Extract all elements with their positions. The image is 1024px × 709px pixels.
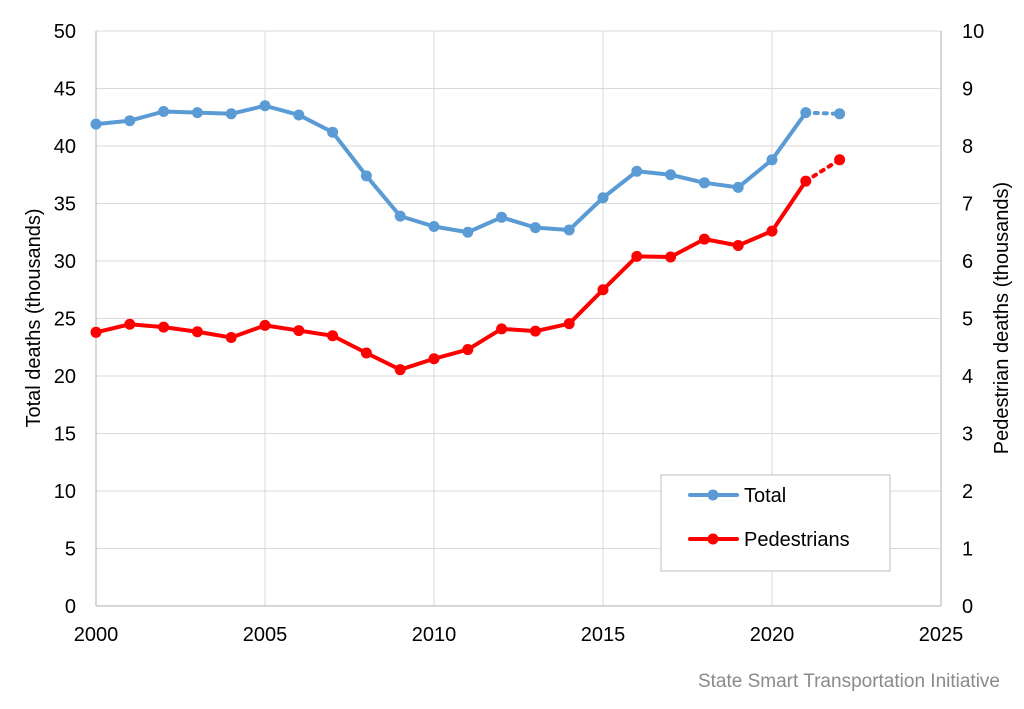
left-tick-label: 20 (54, 366, 76, 388)
total-point (766, 154, 778, 166)
pedestrians-projected-line (803, 157, 842, 184)
pedestrians-point (597, 284, 609, 296)
total-point (428, 221, 440, 232)
x-tick-label: 2015 (581, 624, 626, 646)
left-tick-label: 25 (54, 309, 76, 331)
pedestrians-point (428, 353, 440, 365)
right-tick-label: 6 (962, 251, 973, 273)
legend: Total Pedestrians (660, 474, 891, 572)
x-tick-label: 2025 (919, 624, 964, 646)
total-point (496, 211, 508, 223)
right-tick-label: 7 (962, 194, 973, 216)
pedestrians-point (665, 251, 677, 263)
total-point (529, 222, 541, 234)
total-point (597, 192, 609, 204)
total-point (631, 165, 643, 177)
left-tick-label: 45 (54, 79, 76, 101)
right-tick-label: 0 (962, 596, 973, 618)
total-point (225, 108, 237, 120)
total-point (732, 181, 744, 193)
pedestrians-point (563, 318, 575, 330)
pedestrians-point (462, 344, 474, 356)
pedestrians-point (225, 331, 237, 343)
right-tick-label: 10 (962, 21, 984, 43)
left-tick-label: 15 (54, 424, 76, 446)
pedestrians-point (698, 233, 710, 245)
total-point (834, 108, 846, 120)
total-point (360, 170, 372, 182)
left-axis-ticks: 0 5 10 15 20 25 30 35 40 45 50 (54, 21, 76, 618)
left-tick-label: 0 (65, 596, 76, 618)
total-point (563, 224, 575, 236)
total-point (698, 177, 710, 189)
pedestrians-point (394, 364, 406, 376)
pedestrians-point (631, 250, 643, 262)
x-tick-label: 2020 (750, 624, 795, 646)
total-point (124, 115, 136, 127)
pedestrians-point (90, 326, 102, 338)
pedestrians-point (800, 175, 812, 187)
series-layer (90, 100, 846, 376)
total-point (191, 107, 203, 119)
total-point (665, 169, 677, 181)
right-tick-label: 3 (962, 424, 973, 446)
right-tick-label: 5 (962, 309, 973, 331)
total-point (462, 226, 474, 238)
right-axis-ticks: 0 1 2 3 4 5 6 7 8 9 10 (962, 21, 984, 618)
pedestrians-point (259, 319, 271, 331)
legend-total-marker (707, 489, 719, 501)
pedestrians-point (327, 330, 339, 342)
right-tick-label: 1 (962, 539, 973, 561)
legend-pedestrians-label: Pedestrians (744, 529, 850, 551)
right-tick-label: 2 (962, 481, 973, 503)
pedestrians-line (94, 179, 808, 372)
pedestrians-point (158, 321, 170, 333)
total-projected-line (803, 110, 842, 116)
pedestrians-point (529, 325, 541, 337)
right-tick-label: 4 (962, 366, 973, 388)
legend-box (660, 474, 891, 572)
x-axis-ticks: 2000 2005 2010 2015 2020 2025 (74, 624, 964, 646)
pedestrians-point (293, 325, 305, 337)
total-point (800, 107, 812, 119)
pedestrians-point (124, 318, 136, 330)
left-tick-label: 40 (54, 136, 76, 158)
pedestrians-point (766, 225, 778, 237)
left-tick-label: 5 (65, 539, 76, 561)
left-tick-label: 30 (54, 251, 76, 273)
right-tick-label: 8 (962, 136, 973, 158)
pedestrians-point (360, 347, 372, 359)
left-tick-label: 50 (54, 21, 76, 43)
total-point (327, 126, 339, 138)
total-point (259, 100, 271, 112)
pedestrians-point (732, 239, 744, 251)
x-tick-label: 2005 (243, 624, 288, 646)
left-tick-label: 35 (54, 194, 76, 216)
pedestrians-point (191, 326, 203, 338)
x-tick-label: 2000 (74, 624, 119, 646)
right-tick-label: 9 (962, 79, 973, 101)
source-credit: State Smart Transportation Initiative (697, 671, 1000, 692)
total-point (90, 118, 102, 130)
legend-pedestrians-marker (707, 533, 719, 545)
total-point (293, 109, 305, 121)
pedestrians-point (496, 323, 508, 335)
total-line (94, 103, 808, 235)
pedestrians-point (834, 154, 846, 166)
right-axis-title: Pedestrian deaths (thousands) (991, 182, 1013, 454)
x-tick-label: 2010 (412, 624, 457, 646)
total-point (158, 106, 170, 117)
left-tick-label: 10 (54, 481, 76, 503)
total-point (394, 210, 406, 222)
legend-total-label: Total (744, 485, 786, 507)
left-axis-title: Total deaths (thousands) (23, 208, 45, 427)
